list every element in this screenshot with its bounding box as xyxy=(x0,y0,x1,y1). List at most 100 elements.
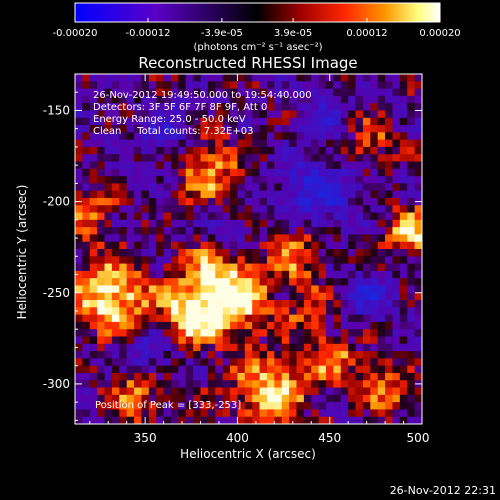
heatmap-cell xyxy=(303,234,312,243)
heatmap-cell xyxy=(296,234,305,243)
heatmap-cell xyxy=(148,74,157,82)
heatmap-cell xyxy=(252,132,260,141)
heatmap-cell xyxy=(385,205,393,213)
heatmap-cell xyxy=(104,387,113,396)
heatmap-cell xyxy=(414,336,422,345)
heatmap-cell xyxy=(222,351,231,359)
heatmap-cell xyxy=(141,146,150,155)
heatmap-cell xyxy=(259,154,268,162)
heatmap-cell xyxy=(407,219,416,228)
heatmap-cell xyxy=(237,95,246,104)
heatmap-cell xyxy=(407,205,416,213)
heatmap-cell xyxy=(407,270,416,279)
heatmap-cell xyxy=(392,241,401,250)
heatmap-cell xyxy=(348,117,356,126)
heatmap-cell xyxy=(252,74,260,82)
heatmap-cell xyxy=(111,336,120,345)
heatmap-cell xyxy=(399,321,408,330)
heatmap-cell xyxy=(148,270,157,279)
heatmap-cell xyxy=(75,292,83,301)
heatmap-cell xyxy=(355,300,364,308)
heatmap-cell xyxy=(126,409,135,418)
heatmap-cell xyxy=(75,394,83,403)
heatmap-cell xyxy=(89,249,98,257)
heatmap-cell xyxy=(156,263,164,272)
heatmap-cell xyxy=(355,205,364,213)
heatmap-cell xyxy=(75,402,83,410)
heatmap-cell xyxy=(362,263,371,272)
heatmap-cell xyxy=(274,95,283,104)
heatmap-cell xyxy=(259,74,268,82)
heatmap-cell xyxy=(311,183,320,192)
heatmap-cell xyxy=(362,234,371,243)
heatmap-cell xyxy=(111,146,120,155)
heatmap-cell xyxy=(82,205,91,213)
heatmap-cell xyxy=(230,380,238,388)
heatmap-cell xyxy=(333,358,342,367)
heatmap-cell xyxy=(333,249,342,257)
heatmap-cell xyxy=(178,351,187,359)
heatmap-cell xyxy=(200,212,209,221)
heatmap-cell xyxy=(392,300,401,308)
heatmap-cell xyxy=(311,219,320,228)
heatmap-cell xyxy=(296,95,305,104)
heatmap-cell xyxy=(119,358,128,367)
heatmap-cell xyxy=(318,387,327,396)
heatmap-cell xyxy=(399,292,408,301)
heatmap-cell xyxy=(377,88,386,97)
heatmap-cell xyxy=(340,387,349,396)
heatmap-cell xyxy=(215,190,224,199)
heatmap-cell xyxy=(340,103,349,111)
heatmap-cell xyxy=(311,292,320,301)
heatmap-cell xyxy=(348,197,356,206)
heatmap-cell xyxy=(318,190,327,199)
heatmap-cell xyxy=(104,292,113,301)
heatmap-cell xyxy=(259,380,268,388)
heatmap-cell xyxy=(237,241,246,250)
heatmap-cell xyxy=(296,154,305,162)
heatmap-cell xyxy=(296,227,305,235)
heatmap-cell xyxy=(266,329,275,337)
heatmap-cell xyxy=(407,329,416,337)
heatmap-cell xyxy=(333,256,342,264)
heatmap-cell xyxy=(385,88,393,97)
heatmap-cell xyxy=(97,197,105,206)
heatmap-cell xyxy=(111,249,120,257)
heatmap-cell xyxy=(355,329,364,337)
heatmap-cell xyxy=(274,270,283,279)
heatmap-cell xyxy=(281,387,290,396)
heatmap-cell xyxy=(200,88,209,97)
heatmap-cell xyxy=(193,380,201,388)
heatmap-cell xyxy=(185,197,194,206)
heatmap-cell xyxy=(377,125,386,133)
heatmap-cell xyxy=(362,270,371,279)
heatmap-cell xyxy=(82,270,91,279)
heatmap-cell xyxy=(104,394,113,403)
heatmap-cell xyxy=(362,402,371,410)
heatmap-cell xyxy=(399,241,408,250)
heatmap-cell xyxy=(385,372,393,381)
heatmap-cell xyxy=(119,278,128,286)
heatmap-cell xyxy=(407,285,416,294)
heatmap-cell xyxy=(274,365,283,374)
heatmap-cell xyxy=(119,241,128,250)
heatmap-cell xyxy=(215,205,224,213)
heatmap-cell xyxy=(289,329,297,337)
heatmap-cell xyxy=(259,197,268,206)
heatmap-cell xyxy=(156,351,164,359)
heatmap-cell xyxy=(222,394,231,403)
heatmap-cell xyxy=(289,183,297,192)
heatmap-cell xyxy=(97,103,105,111)
heatmap-cell xyxy=(104,249,113,257)
heatmap-cell xyxy=(266,176,275,184)
heatmap-cell xyxy=(385,300,393,308)
heatmap-cell xyxy=(414,314,422,323)
heatmap-cell xyxy=(119,81,128,89)
heatmap-cell xyxy=(222,125,231,133)
heatmap-cell xyxy=(244,292,253,301)
heatmap-cell xyxy=(237,176,246,184)
heatmap-cell xyxy=(274,212,283,221)
heatmap-cell xyxy=(377,227,386,235)
heatmap-cell xyxy=(156,372,164,381)
heatmap-cell xyxy=(104,365,113,374)
